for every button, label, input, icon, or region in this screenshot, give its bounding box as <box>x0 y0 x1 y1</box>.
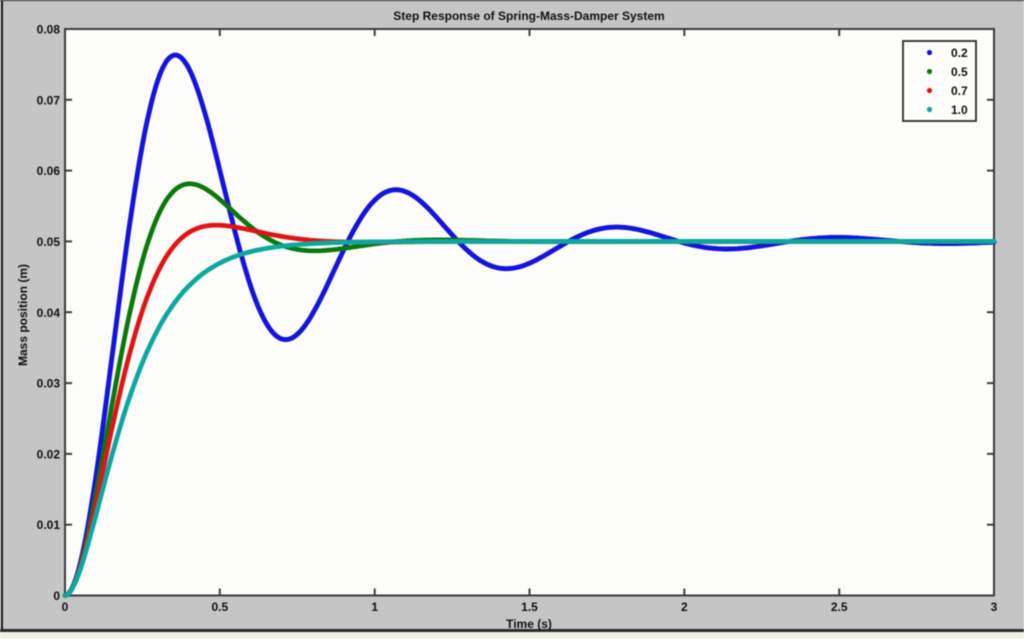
svg-text:0.03: 0.03 <box>37 377 61 391</box>
svg-text:2: 2 <box>681 600 688 614</box>
svg-text:1.5: 1.5 <box>521 600 538 614</box>
svg-text:Time (s): Time (s) <box>506 617 552 631</box>
svg-text:0.07: 0.07 <box>37 93 61 107</box>
svg-text:0.2: 0.2 <box>951 46 968 60</box>
svg-text:3: 3 <box>991 600 998 614</box>
svg-text:0: 0 <box>53 589 60 603</box>
svg-text:0.5: 0.5 <box>951 65 968 79</box>
svg-text:0.05: 0.05 <box>37 235 61 249</box>
svg-text:0.04: 0.04 <box>37 306 61 320</box>
svg-text:1.0: 1.0 <box>951 103 968 117</box>
svg-text:0.5: 0.5 <box>211 600 228 614</box>
svg-text:0.01: 0.01 <box>37 518 61 532</box>
svg-text:0.08: 0.08 <box>37 23 61 37</box>
svg-text:0.02: 0.02 <box>37 447 61 461</box>
svg-text:1: 1 <box>371 600 378 614</box>
svg-text:2.5: 2.5 <box>831 600 848 614</box>
svg-text:Mass position (m): Mass position (m) <box>16 264 30 366</box>
svg-text:0: 0 <box>62 600 69 614</box>
svg-text:Step Response of Spring-Mass-D: Step Response of Spring-Mass-Damper Syst… <box>393 9 664 23</box>
svg-text:0.7: 0.7 <box>951 84 968 98</box>
svg-text:0.06: 0.06 <box>37 164 61 178</box>
